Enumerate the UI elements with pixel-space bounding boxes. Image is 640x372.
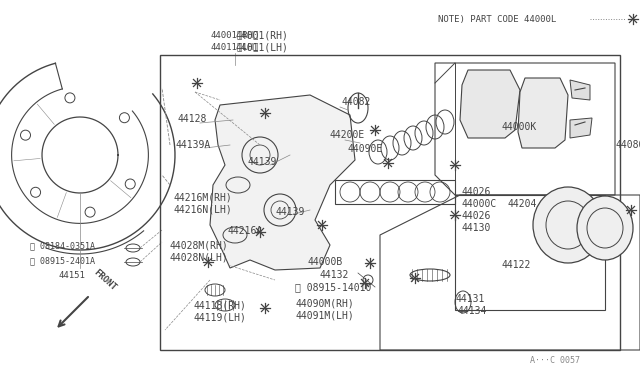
Text: 44128: 44128 [178,114,207,124]
Text: 44200E: 44200E [330,130,365,140]
Text: A···C 0057: A···C 0057 [530,356,580,365]
Text: 44204: 44204 [508,199,538,209]
Ellipse shape [470,80,510,130]
Text: 44131: 44131 [455,294,484,304]
Bar [335,180,455,204]
Text: 44000C: 44000C [462,199,497,209]
Text: 44026: 44026 [462,211,492,221]
Polygon shape [518,78,568,148]
Text: 44139A: 44139A [175,140,211,150]
Text: 44216A: 44216A [227,226,262,236]
Text: 44001(RH): 44001(RH) [235,30,288,40]
Ellipse shape [525,90,561,134]
Text: 44130: 44130 [462,223,492,233]
Text: 44026: 44026 [462,187,492,197]
Text: 44001（RH）: 44001（RH） [211,30,259,39]
Text: 44011（LH）: 44011（LH） [211,42,259,51]
Bar [160,55,620,350]
Polygon shape [460,70,520,138]
Text: 44028M(RH): 44028M(RH) [170,240,228,250]
Text: 44000K: 44000K [502,122,537,132]
Text: 44091M(LH): 44091M(LH) [295,311,354,321]
Text: 44122: 44122 [502,260,531,270]
Text: 44000B: 44000B [308,257,343,267]
Polygon shape [570,118,592,138]
Text: 44139: 44139 [275,207,305,217]
Text: 44216M(RH): 44216M(RH) [173,192,232,202]
Text: 44151: 44151 [59,271,85,280]
Text: 44090E: 44090E [348,144,383,154]
Ellipse shape [533,187,603,263]
Text: 44134: 44134 [458,306,488,316]
Text: NOTE) PART CODE 44000L: NOTE) PART CODE 44000L [438,15,556,24]
Bar [455,195,605,310]
Text: Ⓚ 08915-2401A: Ⓚ 08915-2401A [30,256,95,265]
Text: 44090M(RH): 44090M(RH) [295,299,354,309]
Text: 44080K: 44080K [616,140,640,150]
Polygon shape [570,80,590,100]
Text: FRONT: FRONT [92,267,118,292]
Text: 44011(LH): 44011(LH) [235,42,288,52]
Text: Ⓚ 08915-14010: Ⓚ 08915-14010 [295,282,371,292]
Text: 44216N(LH): 44216N(LH) [173,204,232,214]
Text: 44139: 44139 [248,157,277,167]
Ellipse shape [577,196,633,260]
Text: Ⓑ 08184-0351A: Ⓑ 08184-0351A [30,241,95,250]
Text: 44119(LH): 44119(LH) [193,312,246,322]
Text: 44118(RH): 44118(RH) [193,300,246,310]
Text: 44132: 44132 [320,270,349,280]
Text: 44082: 44082 [342,97,371,107]
Polygon shape [210,95,355,270]
Text: 44028N(LH): 44028N(LH) [170,252,228,262]
